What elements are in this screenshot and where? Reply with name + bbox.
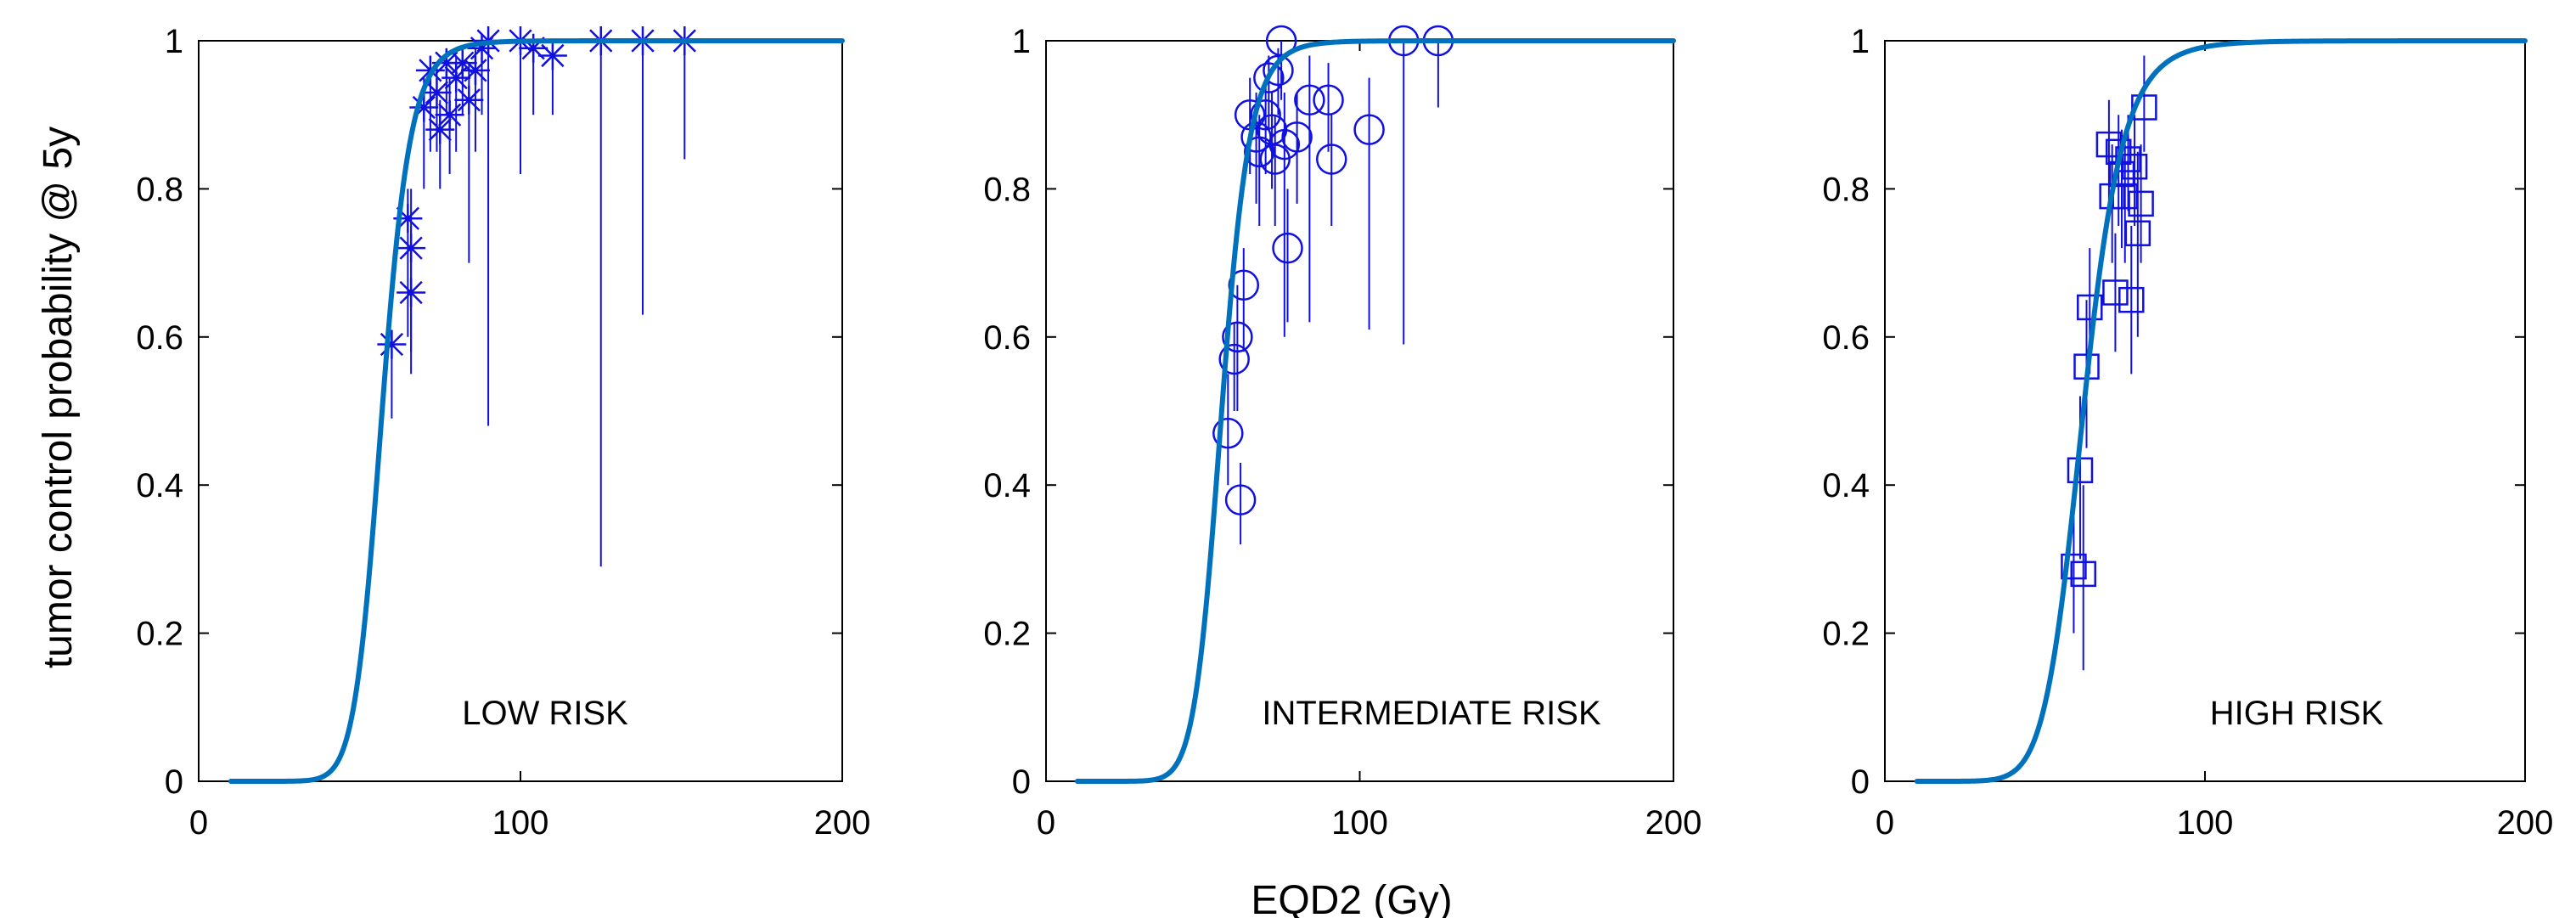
- data-point: [422, 78, 452, 108]
- data-point: [1240, 121, 1272, 153]
- data-point: [1253, 62, 1285, 93]
- y-tick-label: 0.8: [136, 171, 183, 208]
- data-point: [454, 85, 484, 115]
- data-point: [2121, 153, 2148, 180]
- data-point: [397, 278, 426, 307]
- panel-label-low-risk: LOW RISK: [462, 695, 628, 732]
- y-tick-label: 0.8: [983, 171, 1031, 208]
- panel-label-high-risk: HIGH RISK: [2210, 695, 2384, 732]
- data-point: [1315, 144, 1347, 175]
- data-point: [447, 48, 477, 78]
- data-point: [2128, 190, 2154, 217]
- data-point: [2115, 146, 2141, 172]
- y-tick-label: 0.8: [1822, 171, 1870, 208]
- data-point: [1259, 144, 1291, 175]
- axes-box: [1884, 40, 2526, 782]
- data-point: [425, 115, 455, 144]
- data-point: [1294, 84, 1325, 116]
- data-point: [2061, 553, 2087, 580]
- y-tick-label: 0.2: [1822, 616, 1870, 653]
- panel-intermediate-risk: 0 0.2 0.4 0.6 0.8 1 0 100 200 INTERMEDIATE RISK: [983, 23, 1701, 842]
- y-tick-label: 1: [1012, 23, 1031, 60]
- y-tick-label: 0.4: [1822, 467, 1870, 504]
- x-tick-label: 100: [492, 804, 549, 842]
- x-tick-label: 0: [189, 804, 208, 842]
- y-tick-label: 0.4: [136, 467, 183, 504]
- y-tick-label: 0: [1851, 763, 1870, 801]
- axes-box: [1045, 40, 1674, 782]
- y-tick-label: 0.4: [983, 467, 1031, 504]
- panel-high-risk: 0 0.2 0.4 0.6 0.8 1 0 100 200 HIGH RISK: [1822, 23, 2553, 842]
- y-tick-label: 0.6: [1822, 319, 1870, 357]
- x-tick-label: 0: [1876, 804, 1894, 842]
- x-tick-label: 100: [2177, 804, 2234, 842]
- data-point: [1265, 25, 1297, 57]
- y-tick-label: 1: [165, 23, 183, 60]
- data-point: [460, 55, 490, 85]
- data-point: [2102, 279, 2129, 306]
- x-axis-title: EQD2 (Gy): [1251, 878, 1452, 918]
- y-tick-label: 0.2: [983, 616, 1031, 653]
- data-point: [1212, 417, 1244, 449]
- data-point: [431, 48, 461, 78]
- y-tick-label: 0.2: [136, 616, 183, 653]
- data-point: [435, 100, 464, 130]
- x-tick-label: 100: [1331, 804, 1388, 842]
- panel-label-intermediate-risk: INTERMEDIATE RISK: [1262, 695, 1601, 732]
- data-point: [1222, 321, 1253, 353]
- panel-low-risk: 0 0.2 0.4 0.6 0.8 1 0 100 200 LOW RISK: [136, 23, 870, 842]
- data-point: [377, 329, 407, 359]
- data-point: [537, 41, 567, 70]
- fit-curve: [1914, 38, 2528, 784]
- x-tick-label: 200: [2497, 804, 2554, 842]
- data-point: [519, 33, 548, 63]
- data-point: [409, 93, 439, 122]
- data-point: [2124, 220, 2151, 246]
- y-tick-label: 0.6: [983, 319, 1031, 357]
- y-tick-label: 1: [1851, 23, 1870, 60]
- data-point: [1224, 484, 1257, 515]
- data-point: [442, 63, 471, 93]
- y-axis-title: tumor control probability @ 5y: [36, 127, 81, 668]
- y-tick-label: 0.6: [136, 319, 183, 357]
- x-tick-label: 0: [1037, 804, 1055, 842]
- data-point: [2118, 286, 2145, 313]
- data-point: [1313, 84, 1344, 116]
- fit-curve: [1074, 38, 1676, 784]
- data-point: [2077, 294, 2103, 321]
- data-point: [1263, 54, 1294, 87]
- data-point: [2070, 560, 2096, 588]
- x-tick-label: 200: [1645, 804, 1702, 842]
- data-point: [1250, 99, 1281, 131]
- data-point: [1272, 232, 1303, 264]
- data-point: [1218, 343, 1250, 375]
- y-tick-label: 0: [165, 763, 183, 801]
- data-point: [1281, 121, 1313, 153]
- data-point: [393, 204, 423, 234]
- data-point: [1353, 114, 1385, 145]
- y-tick-label: 0: [1012, 763, 1031, 801]
- x-tick-label: 200: [814, 804, 871, 842]
- fit-curve: [228, 38, 845, 784]
- data-point: [1228, 269, 1260, 301]
